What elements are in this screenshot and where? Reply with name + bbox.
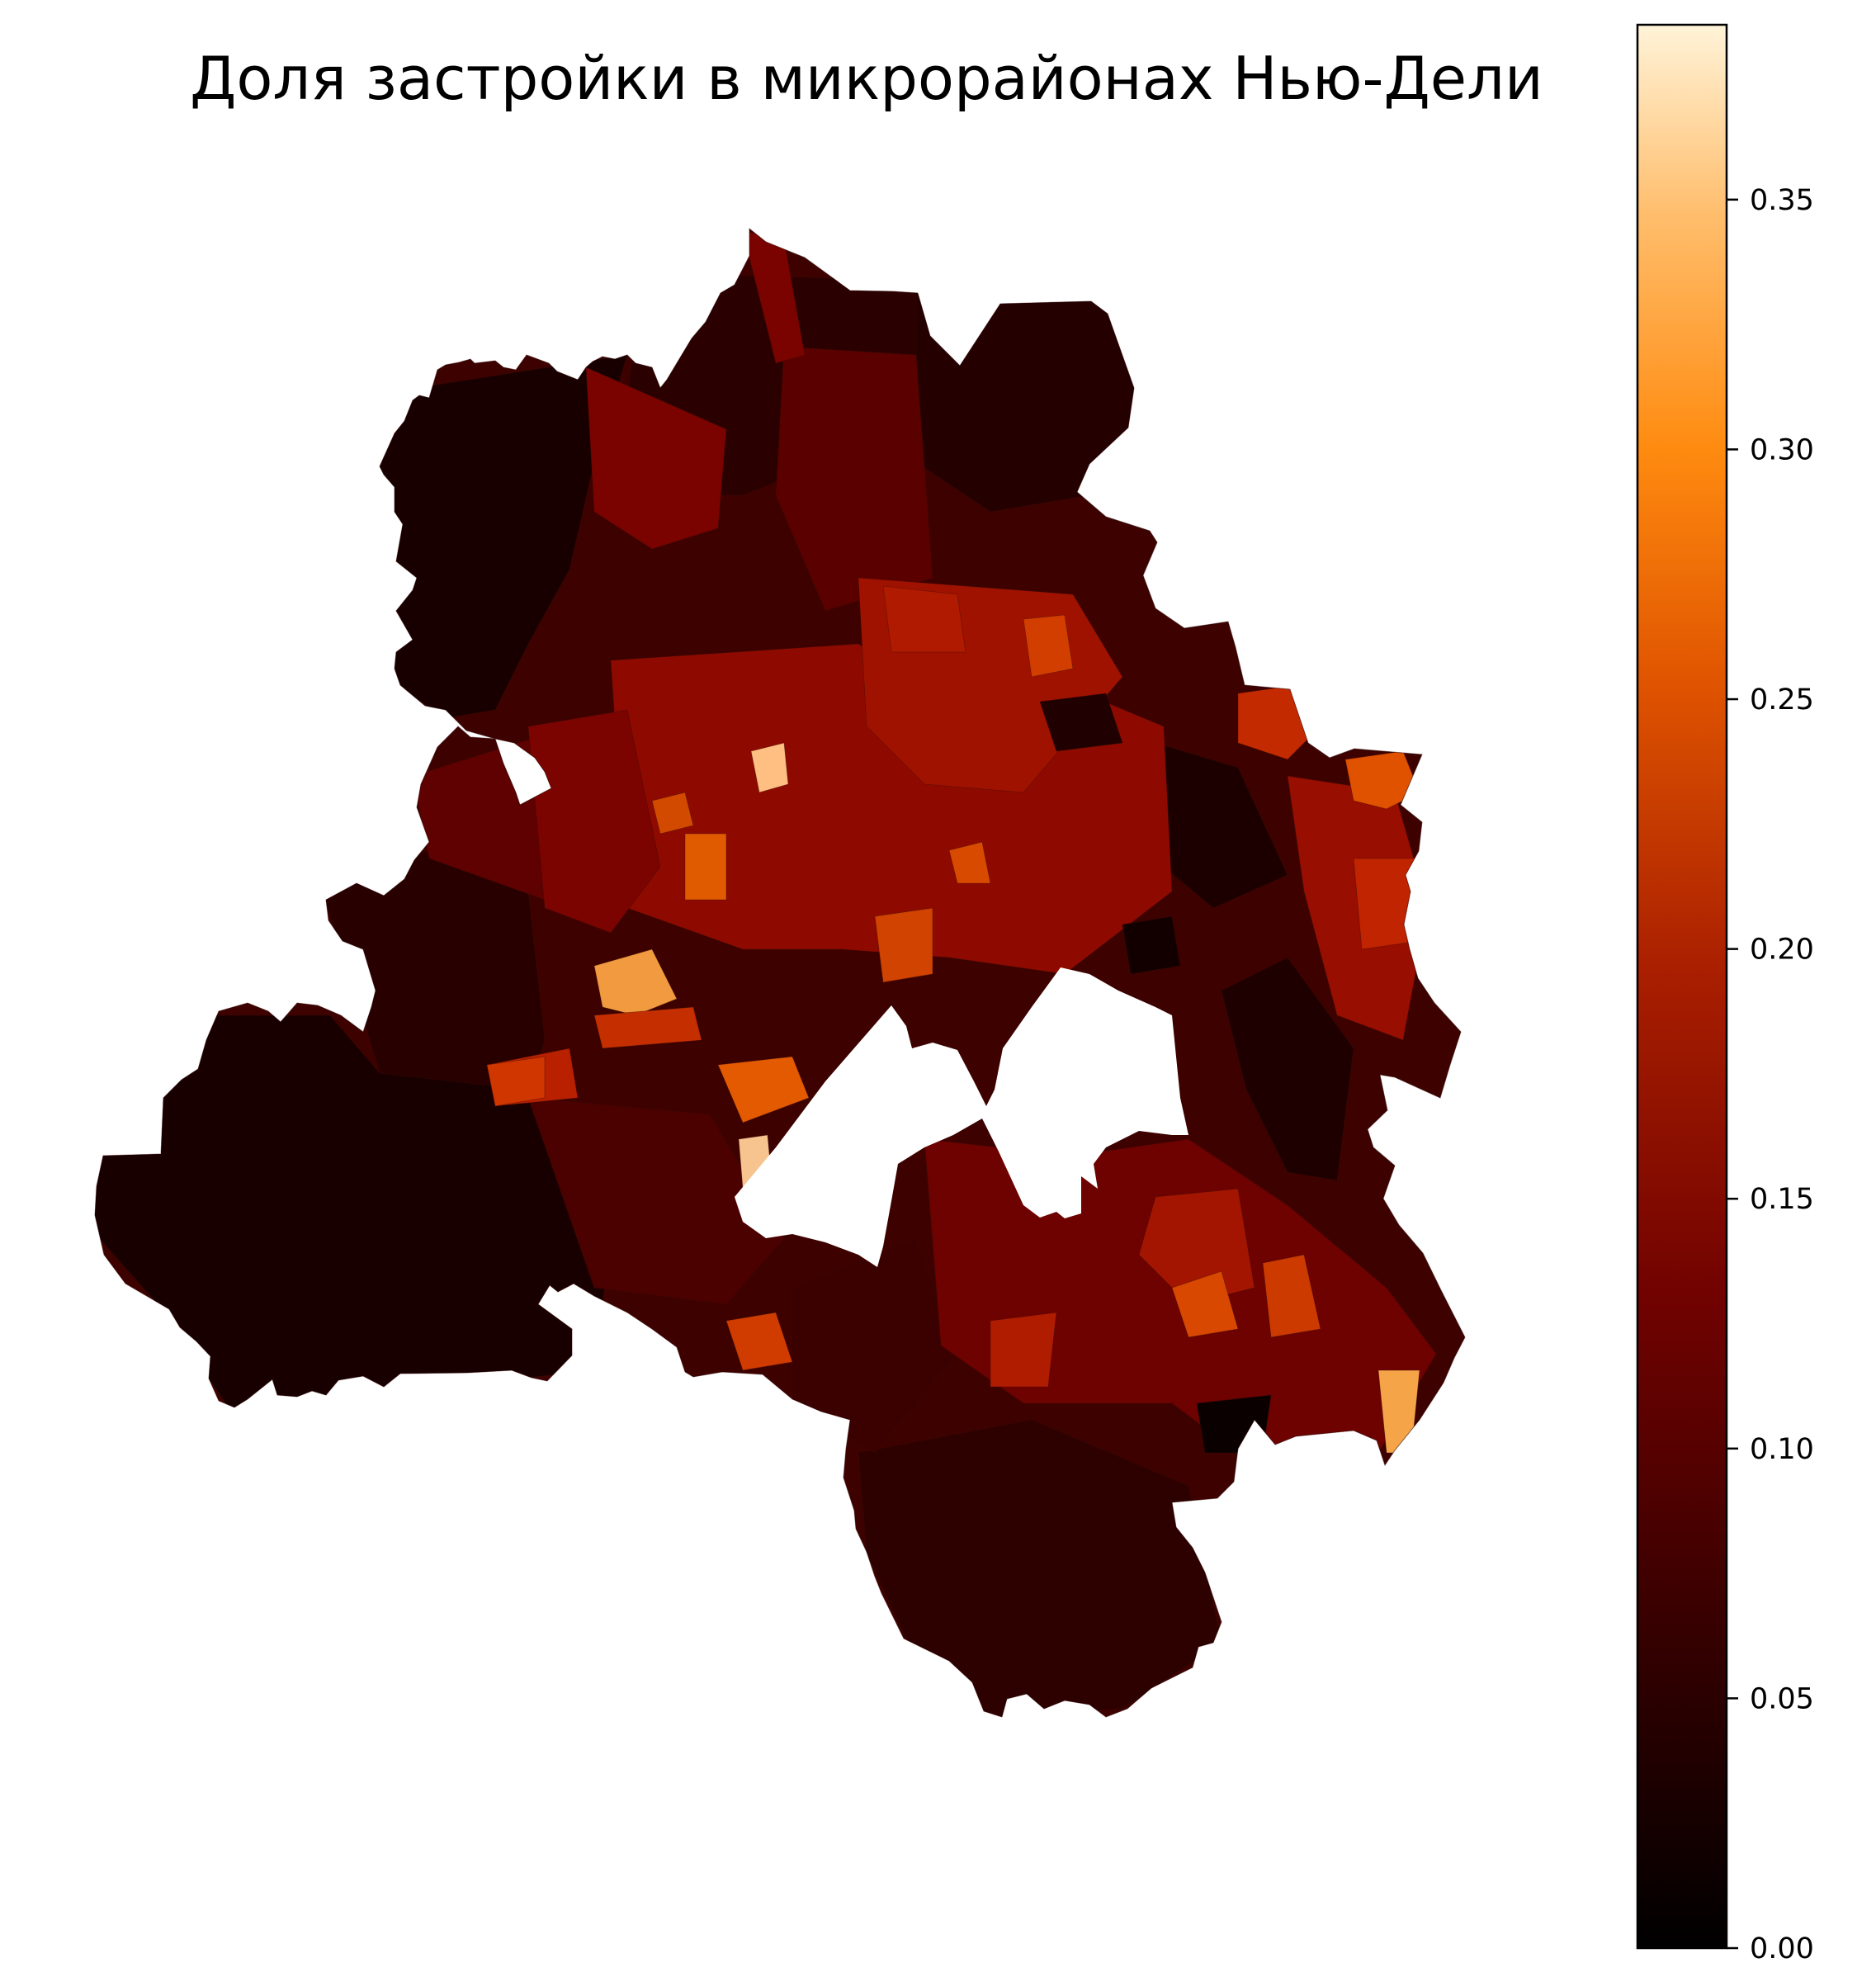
- district-south-east-orange: [1171, 1270, 1239, 1338]
- district-west-red-2: [593, 1006, 702, 1049]
- colorbar: 0.00 0.05 0.10 0.15 0.20 0.25 0.30 0.35: [1636, 23, 1814, 1965]
- district-south-west-band: [527, 1097, 785, 1305]
- colorbar-tick-label: 0.05: [1750, 1682, 1814, 1715]
- colorbar-gradient: [1636, 23, 1728, 1950]
- district-centre-dark: [1122, 915, 1181, 975]
- district-north-east: [915, 288, 1140, 513]
- district-west-light: [593, 948, 678, 1016]
- colorbar-tick-label: 0.30: [1750, 433, 1814, 466]
- colorbar-tick-label: 0.25: [1750, 683, 1814, 717]
- district-centre-orange: [684, 833, 727, 901]
- district-north-red: [585, 367, 727, 550]
- map-hole: [735, 967, 1188, 1267]
- colorbar-tick-label: 0.35: [1750, 184, 1814, 217]
- colorbar-ticks: 0.00 0.05 0.10 0.15 0.20 0.25 0.30 0.35: [1727, 184, 1814, 1965]
- district-north-red-2: [882, 585, 966, 653]
- district-centre-orange-2: [651, 792, 694, 835]
- district-south-2: [792, 1237, 958, 1454]
- district-south-black: [1196, 1394, 1272, 1454]
- colorbar-tick-label: 0.15: [1750, 1183, 1814, 1216]
- district-central-orange-3: [874, 907, 933, 983]
- district-south-central-orange: [717, 1056, 810, 1123]
- district-central-orange-4: [948, 841, 991, 884]
- district-east-dark-2: [1221, 957, 1354, 1181]
- colorbar-tick-label: 0.00: [1750, 1932, 1814, 1965]
- district-south: [858, 1419, 1222, 1717]
- district-central-lightest: [750, 742, 789, 793]
- district-north-orange: [1023, 614, 1074, 678]
- district-south-red: [990, 1312, 1057, 1388]
- colorbar-tick-label: 0.20: [1750, 934, 1814, 967]
- district-east-red-2: [1353, 858, 1420, 950]
- district-southwest-orange: [725, 1312, 793, 1371]
- district-east-dark-3: [1039, 693, 1123, 752]
- district-central-west: [527, 709, 661, 934]
- map-title: Доля застройки в микрорайонах Нью-Дели: [190, 44, 1543, 113]
- district-west-orange: [486, 1056, 546, 1107]
- district-south-east-orange-2: [1262, 1254, 1321, 1338]
- colorbar-tick-label: 0.10: [1750, 1433, 1814, 1466]
